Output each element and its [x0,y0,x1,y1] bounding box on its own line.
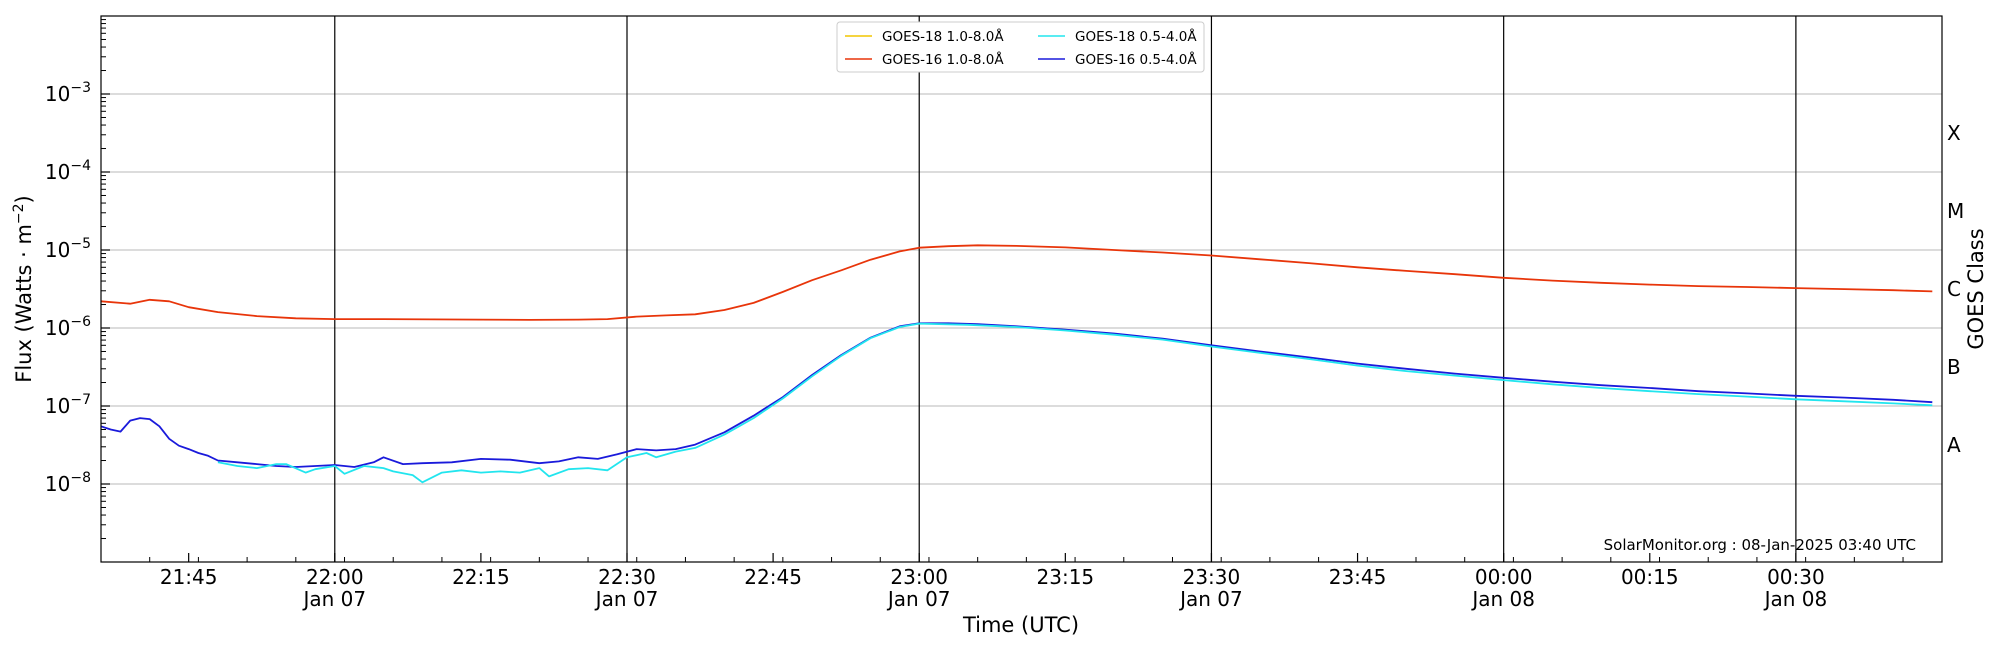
x-tick-label: 22:00 [306,565,364,589]
y-tick-label-base: 10 [45,316,70,340]
day-boundary-lines [334,16,1797,562]
y-tick-label-exponent: −5 [70,236,91,252]
y-axis-title-main: Flux (Watts · m [12,224,36,383]
y-tick-label-base: 10 [45,238,70,262]
goes-class-label: B [1947,355,1961,379]
x-tick-label: 23:00 [890,565,948,589]
legend: GOES-18 1.0-8.0Å GOES-18 0.5-4.0Å GOES-16 … [836,21,1205,73]
y-tick-label: 10−8 [45,470,91,496]
legend-label: GOES-16 1.0-8.0Å [882,51,1004,68]
x-tick-label: 23:45 [1329,565,1387,589]
goes-class-label: C [1947,277,1961,301]
y-tick-label-exponent: −6 [70,314,91,330]
y-axis-title: Flux (Watts · m−2) [11,195,36,383]
y-tick-label-base: 10 [45,160,70,184]
x-tick-label: 00:15 [1621,565,1679,589]
y-axis-title-close: ) [12,195,36,203]
goes-class-label: M [1947,199,1964,223]
series-line [217,322,1933,484]
y-tick-label-exponent: −7 [70,392,91,408]
y-tick-label-base: 10 [45,82,70,106]
y-tick-label: 10−3 [45,80,91,106]
x-tick-date-label: Jan 07 [301,587,366,611]
y-tick-label-exponent: −8 [70,470,91,486]
plot-frame [100,15,1943,563]
y-tick-label-base: 10 [45,472,70,496]
x-tick-date-label: Jan 07 [886,587,951,611]
x-tick-date-label: Jan 08 [1763,587,1828,611]
series-line [101,322,1933,468]
axis-ticks [100,19,1904,562]
y-tick-label-exponent: −3 [70,80,91,96]
x-axis-title: Time (UTC) [962,613,1079,637]
y-tick-label: 10−7 [45,392,91,418]
credit-annotation: SolarMonitor.org : 08-Jan-2025 03:40 UTC [1604,536,1916,554]
legend-label: GOES-16 0.5-4.0Å [1075,51,1197,68]
legend-label: GOES-18 1.0-8.0Å [882,28,1004,45]
y-tick-label: 10−6 [45,314,91,340]
x-tick-date-label: Jan 07 [1178,587,1243,611]
goes-class-label: A [1947,433,1961,457]
x-tick-date-label: Jan 08 [1470,587,1535,611]
y-tick-label-base: 10 [45,394,70,418]
x-tick-label: 00:30 [1767,565,1825,589]
y-tick-label: 10−4 [45,158,91,184]
x-tick-label: 23:30 [1183,565,1241,589]
x-tick-date-label: Jan 07 [594,587,659,611]
x-tick-label: 22:15 [452,565,510,589]
x-tick-label: 21:45 [160,565,218,589]
legend-label: GOES-18 0.5-4.0Å [1075,28,1197,45]
series-lines [101,244,1933,484]
y-tick-label-exponent: −4 [70,158,91,174]
x-tick-label: 00:00 [1475,565,1533,589]
goes-class-label: X [1947,121,1961,145]
series-line [101,244,1933,321]
legend-box [836,21,1205,73]
y-axis-title-sup: −2 [11,203,27,224]
y-tick-label: 10−5 [45,236,91,262]
x-tick-label: 22:30 [598,565,656,589]
right-axis-title: GOES Class [1964,228,1988,349]
x-tick-label: 23:15 [1037,565,1095,589]
x-tick-label: 22:45 [744,565,802,589]
